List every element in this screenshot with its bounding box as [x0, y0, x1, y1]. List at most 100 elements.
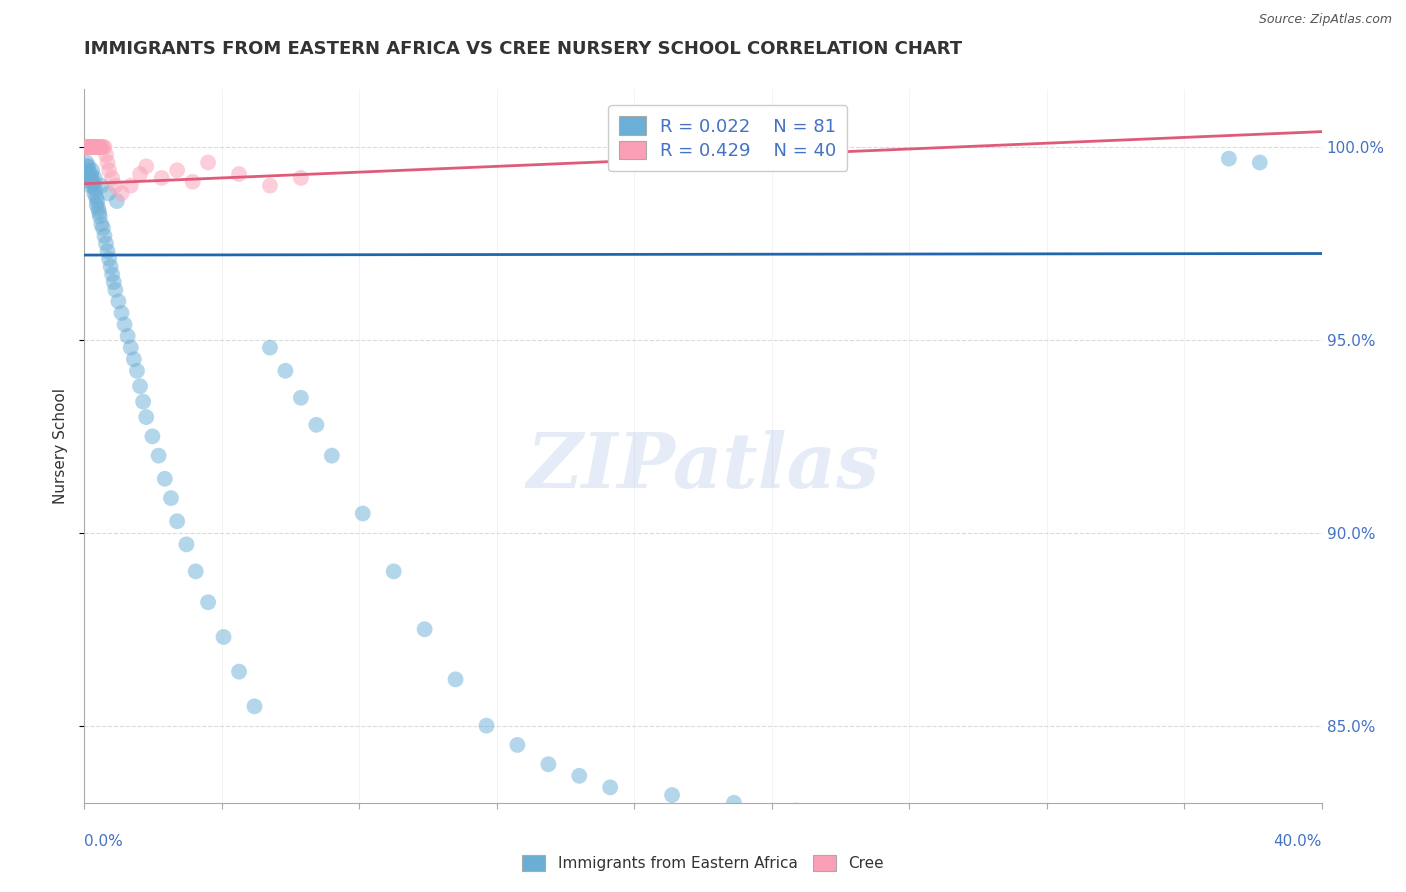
Point: [290, 170, 312, 185]
Point: [94, 148, 117, 162]
Point: [1001, 822, 1024, 837]
Point: [197, 155, 219, 169]
Point: [1218, 152, 1240, 166]
Point: [184, 565, 207, 579]
Text: IMMIGRANTS FROM EASTERN AFRICA VS CREE NURSERY SCHOOL CORRELATION CHART: IMMIGRANTS FROM EASTERN AFRICA VS CREE N…: [84, 40, 963, 58]
Point: [79, 140, 101, 154]
Point: [129, 379, 152, 393]
Point: [537, 757, 560, 772]
Point: [114, 318, 136, 332]
Point: [79, 178, 101, 193]
Point: [83, 178, 105, 193]
Point: [84, 190, 107, 204]
Point: [135, 159, 157, 173]
Point: [475, 719, 498, 733]
Point: [90, 217, 112, 231]
Point: [166, 163, 188, 178]
Point: [939, 819, 962, 833]
Point: [82, 140, 104, 154]
Point: [150, 170, 173, 185]
Point: [101, 170, 124, 185]
Point: [98, 163, 121, 178]
Point: [77, 140, 100, 154]
Point: [77, 159, 100, 173]
Point: [97, 155, 120, 169]
Point: [243, 699, 266, 714]
Point: [413, 622, 436, 636]
Text: Source: ZipAtlas.com: Source: ZipAtlas.com: [1258, 13, 1392, 27]
Point: [104, 178, 127, 193]
Y-axis label: Nursery School: Nursery School: [52, 388, 67, 504]
Point: [84, 140, 107, 154]
Text: ZIPatlas: ZIPatlas: [526, 431, 880, 504]
Point: [98, 252, 121, 266]
Point: [77, 167, 100, 181]
Point: [77, 140, 100, 154]
Point: [125, 364, 148, 378]
Point: [104, 283, 127, 297]
Point: [1249, 155, 1271, 169]
Point: [599, 780, 621, 795]
Point: [76, 155, 98, 169]
Point: [723, 796, 745, 810]
Point: [82, 175, 104, 189]
Point: [77, 170, 100, 185]
Point: [84, 182, 107, 196]
Point: [107, 294, 129, 309]
Point: [89, 140, 111, 154]
Point: [93, 228, 115, 243]
Point: [212, 630, 235, 644]
Point: [79, 140, 101, 154]
Point: [120, 178, 142, 193]
Point: [661, 788, 683, 802]
Point: [444, 673, 467, 687]
Point: [82, 140, 104, 154]
Point: [197, 595, 219, 609]
Point: [506, 738, 529, 752]
Point: [135, 410, 157, 425]
Text: 40.0%: 40.0%: [1274, 834, 1322, 849]
Point: [86, 198, 108, 212]
Point: [785, 804, 807, 818]
Point: [274, 364, 297, 378]
Point: [1094, 827, 1116, 841]
Point: [76, 163, 98, 178]
Point: [89, 140, 111, 154]
Point: [87, 140, 110, 154]
Point: [83, 170, 105, 185]
Point: [90, 140, 112, 154]
Point: [76, 140, 98, 154]
Point: [80, 140, 103, 154]
Point: [91, 140, 114, 154]
Point: [1156, 830, 1178, 845]
Point: [90, 178, 112, 193]
Point: [568, 769, 591, 783]
Point: [87, 202, 110, 216]
Point: [94, 236, 117, 251]
Legend: Immigrants from Eastern Africa, Cree: Immigrants from Eastern Africa, Cree: [516, 849, 890, 877]
Point: [91, 221, 114, 235]
Point: [305, 417, 328, 432]
Point: [97, 186, 120, 201]
Point: [259, 178, 281, 193]
Point: [181, 175, 204, 189]
Point: [382, 565, 405, 579]
Point: [76, 140, 98, 154]
Point: [76, 159, 98, 173]
Point: [141, 429, 163, 443]
Point: [83, 140, 105, 154]
Point: [80, 140, 103, 154]
Point: [83, 140, 105, 154]
Point: [129, 167, 152, 181]
Point: [97, 244, 120, 259]
Point: [100, 260, 122, 274]
Point: [846, 811, 869, 825]
Point: [120, 341, 142, 355]
Point: [75, 140, 97, 154]
Point: [93, 140, 115, 154]
Point: [86, 140, 108, 154]
Point: [110, 306, 132, 320]
Text: 0.0%: 0.0%: [84, 834, 124, 849]
Point: [84, 140, 107, 154]
Point: [160, 491, 183, 505]
